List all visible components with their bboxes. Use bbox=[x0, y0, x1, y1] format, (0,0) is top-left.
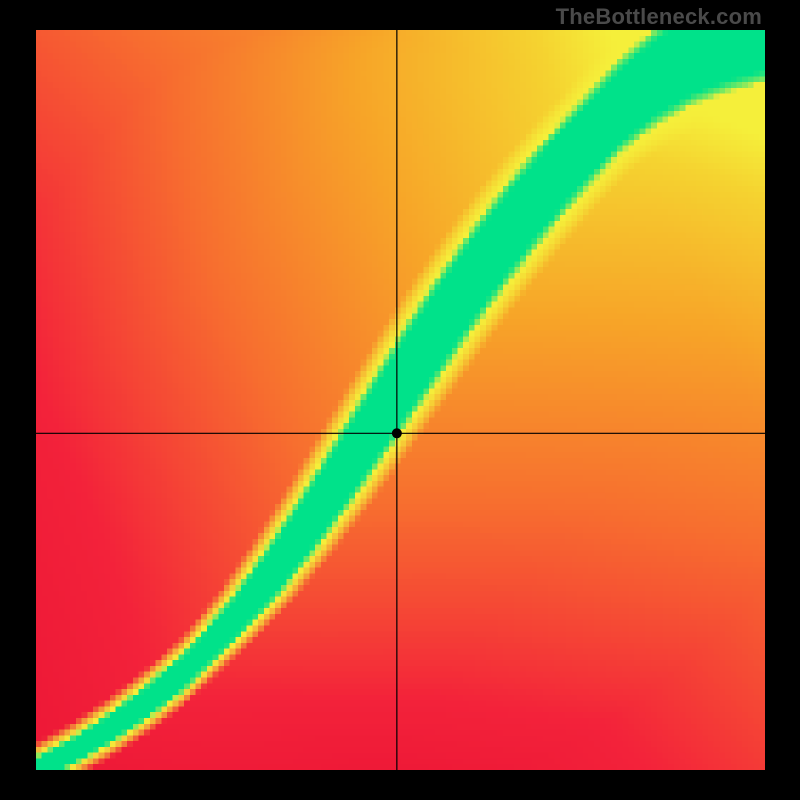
watermark-text: TheBottleneck.com bbox=[556, 4, 762, 30]
bottleneck-heatmap bbox=[36, 30, 765, 770]
chart-container: TheBottleneck.com bbox=[0, 0, 800, 800]
